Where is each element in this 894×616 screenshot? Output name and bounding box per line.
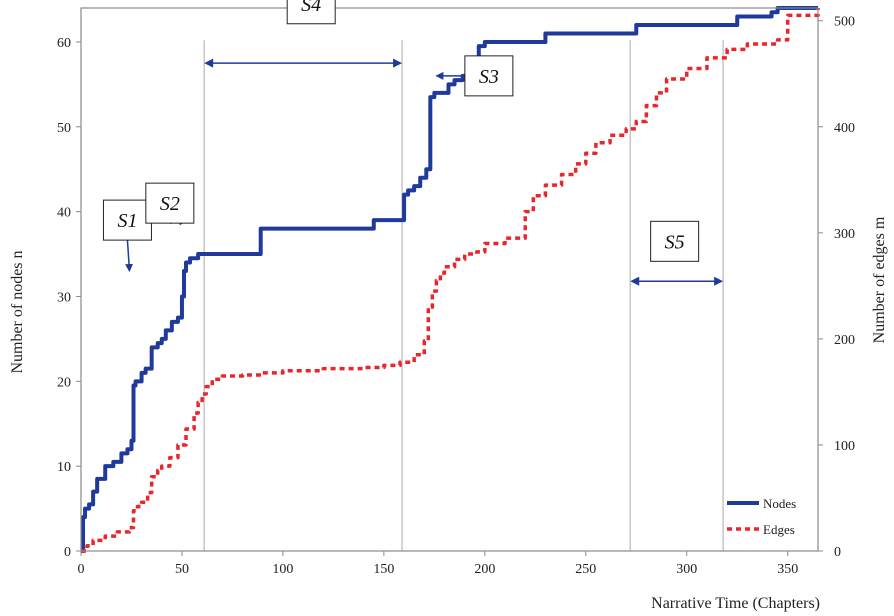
x-tick-label: 200 [474, 562, 495, 577]
y2-tick-label: 400 [834, 121, 855, 136]
annotation-arrowhead [630, 276, 640, 286]
y2-tick-label: 500 [834, 15, 855, 30]
annotation-box [650, 220, 700, 262]
series-line-edges [81, 8, 820, 553]
y-tick-label: 0 [64, 545, 71, 560]
y2-tick-label: 100 [834, 439, 855, 454]
y-tick-label: 20 [57, 375, 71, 390]
x-tick-label: 0 [78, 562, 85, 577]
x-tick-label: 350 [777, 562, 798, 577]
axes: 0 50 100 150 200 250 300 350 0 10 20 30 40 50 60 0 100 20… [57, 7, 855, 577]
annotation-box [286, 0, 336, 25]
section-lines [203, 40, 724, 551]
annotation-label: S1 [117, 210, 137, 232]
y2-tick-label: 300 [834, 227, 855, 242]
y-tick-label: 40 [57, 206, 71, 221]
annotation-label: S5 [665, 231, 685, 253]
legend-label-edges: Edges [763, 522, 795, 537]
annotation-arrow [125, 240, 133, 273]
x-tick-label: 150 [373, 562, 394, 577]
y-tick-label: 10 [57, 460, 71, 475]
annotation-label: S4 [301, 0, 321, 16]
y2-tick-label: 0 [834, 545, 841, 560]
y-axis-left-title: Number of nodes n [9, 250, 26, 373]
y2-tick-label: 200 [834, 333, 855, 348]
x-tick-label: 250 [575, 562, 596, 577]
annotations: S1 S2 S3 S4 S5 [102, 0, 724, 286]
plot-frame [80, 7, 819, 552]
y-axis-right-title: Number of edges m [871, 216, 888, 343]
x-tick-label: 300 [676, 562, 697, 577]
y-tick-label: 30 [57, 290, 71, 305]
annotation-arrowhead [714, 276, 724, 286]
legend: Nodes Edges [727, 496, 796, 537]
x-tick-label: 100 [272, 562, 293, 577]
y-tick-label: 60 [57, 36, 71, 51]
annotation-box [145, 182, 195, 224]
annotation-arrowhead [393, 58, 403, 68]
annotation-label: S2 [160, 193, 180, 215]
annotation-box [102, 199, 152, 241]
annotation-box [464, 55, 514, 97]
y-tick-label: 50 [57, 121, 71, 136]
x-axis-title: Narrative Time (Chapters) [651, 595, 820, 612]
series-layer [81, 6, 820, 553]
x-tick-label: 50 [175, 562, 189, 577]
series-line-nodes [81, 6, 818, 553]
annotation-label: S3 [479, 66, 499, 88]
legend-label-nodes: Nodes [763, 496, 796, 511]
annotation-arrowhead [204, 58, 214, 68]
